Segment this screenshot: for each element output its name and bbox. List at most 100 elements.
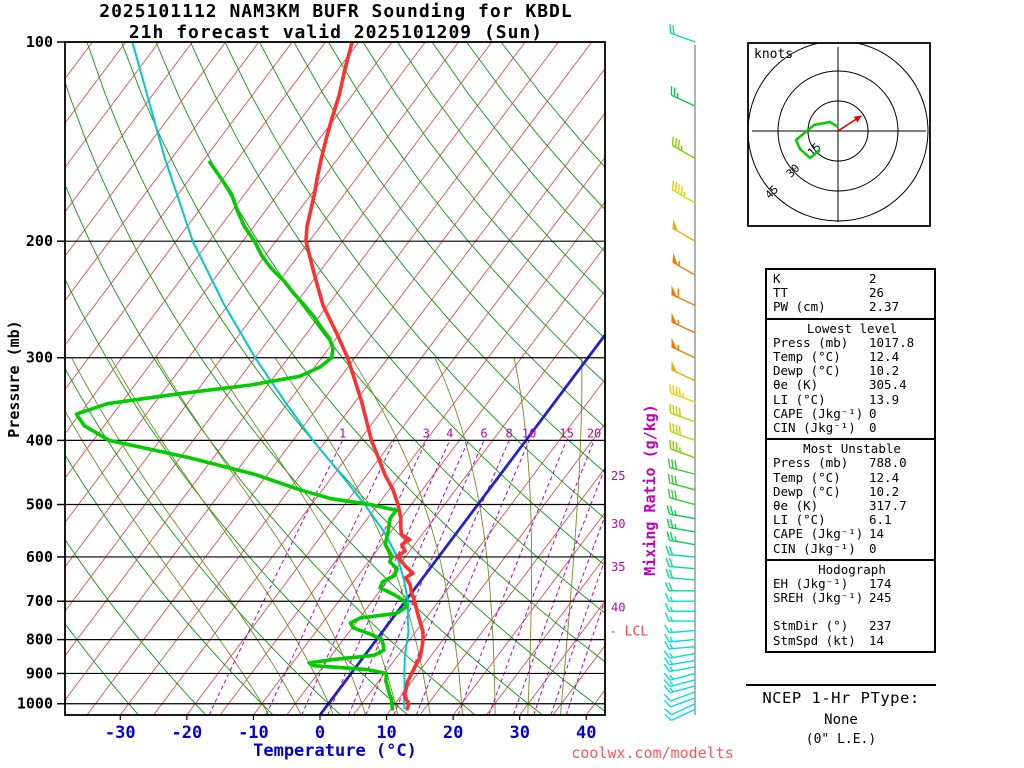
ptype-value: None	[824, 712, 858, 728]
mixing-ratio-axis-label: Mixing Ratio (g/kg)	[641, 404, 659, 576]
dewpoint-curve	[74, 160, 408, 711]
stat-label: LI (°C)	[773, 391, 826, 407]
stat-value: 2.37	[869, 299, 900, 315]
watermark: coolwx.com/modelts	[571, 744, 734, 762]
svg-text:10: 10	[376, 723, 396, 743]
stat-row: Dewp (°C) 10.2	[773, 483, 931, 499]
stats-section: Lowest level Press (mb) 1017.8 Temp (°C) 12.…	[767, 317, 934, 439]
stat-value: 10.2	[869, 483, 900, 499]
svg-text:4: 4	[446, 426, 453, 440]
stat-value: 14	[869, 632, 885, 648]
temperature-curve	[304, 42, 425, 711]
skewt-background	[65, 42, 605, 715]
svg-text:200: 200	[26, 232, 53, 250]
chart-title-line1: 2025101112 NAM3KM BUFR Sounding for KBDL	[99, 1, 573, 22]
stats-section-title: Lowest level	[806, 320, 898, 336]
stat-label: K	[773, 271, 781, 286]
parcel-curve	[131, 42, 410, 709]
svg-text:300: 300	[26, 349, 53, 367]
svg-text:400: 400	[26, 431, 53, 449]
chart-title-line2: 21h forecast valid 2025101209 (Sun)	[128, 22, 544, 43]
stat-row: LI (°C) 6.1	[773, 513, 931, 527]
stat-row: θe (K) 305.4	[773, 378, 931, 392]
svg-text:1: 1	[339, 426, 346, 440]
stat-row: CAPE (Jkg⁻¹) 14	[773, 527, 931, 541]
temperature-axis-label: Temperature (°C)	[253, 741, 417, 761]
svg-text:30: 30	[509, 723, 529, 743]
stats-panel: K 2 TT 26 PW (cm) 2.37 Lowest level Press (mb) 1…	[765, 268, 936, 653]
stat-row: θe (K) 317.7	[773, 498, 931, 514]
stat-value: 788.0	[869, 455, 907, 471]
stat-value: 12.4	[869, 469, 900, 485]
stat-label: CAPE (Jkg⁻¹)	[773, 405, 864, 421]
svg-text:3: 3	[423, 426, 430, 440]
stats-section: Most Unstable Press (mb) 788.0 Temp (°C) 12.…	[767, 438, 934, 559]
stats-section-title: Hodograph	[818, 561, 886, 577]
sounding-profiles	[74, 42, 425, 711]
stats-section: K 2 TT 26 PW (cm) 2.37	[767, 270, 934, 318]
stat-row: LI (°C) 13.9	[773, 391, 931, 407]
hodograph-trace	[794, 120, 839, 160]
svg-text:10: 10	[522, 426, 536, 440]
svg-text:8: 8	[506, 426, 513, 440]
stat-value: 0	[869, 405, 877, 421]
svg-text:40: 40	[611, 601, 625, 615]
stat-row: SREH (Jkg⁻¹) 245	[773, 591, 931, 605]
wind-barb-column	[663, 24, 696, 722]
stat-label: CIN (Jkg⁻¹)	[773, 420, 856, 436]
stat-row: StmSpd (kt) 14	[773, 632, 931, 648]
stat-value: 6.1	[869, 512, 892, 528]
stat-label: CIN (Jkg⁻¹)	[773, 540, 856, 556]
pressure-axis-label: Pressure (mb)	[5, 320, 23, 438]
stat-label: Dewp (°C)	[773, 363, 841, 379]
stat-value: 13.9	[869, 391, 900, 407]
stat-label: θe (K)	[773, 377, 819, 393]
stat-value: 14	[869, 526, 885, 542]
stat-label: θe (K)	[773, 498, 819, 514]
stat-value: 1017.8	[869, 334, 915, 350]
stat-row: CIN (Jkg⁻¹) 0	[773, 540, 931, 556]
stat-label: EH (Jkg⁻¹)	[773, 576, 849, 592]
stat-row: TT 26	[773, 286, 931, 300]
stat-row: PW (cm) 2.37	[773, 300, 931, 314]
stat-row: StmDir (°) 237	[773, 619, 931, 633]
ptype-detail: (0" L.E.)	[805, 732, 877, 747]
svg-text:-10: -10	[238, 723, 269, 743]
stat-label: StmDir (°)	[773, 618, 849, 634]
svg-text:25: 25	[611, 469, 625, 483]
svg-text:100: 100	[26, 33, 53, 51]
svg-text:1000: 1000	[17, 695, 53, 713]
stat-label: Temp (°C)	[773, 469, 841, 485]
stat-value: 0	[869, 540, 877, 556]
stat-label: CAPE (Jkg⁻¹)	[773, 526, 864, 542]
svg-text:900: 900	[26, 664, 53, 682]
stats-section-title: Most Unstable	[803, 441, 901, 457]
svg-text:35: 35	[611, 560, 625, 574]
svg-text:0: 0	[315, 723, 325, 743]
stat-row: Temp (°C) 12.4	[773, 469, 931, 485]
stat-row: Press (mb) 788.0	[773, 456, 931, 470]
svg-text:20: 20	[443, 723, 463, 743]
stat-row: EH (Jkg⁻¹) 174	[773, 576, 931, 592]
stat-label: Dewp (°C)	[773, 483, 841, 499]
stats-section: Hodograph EH (Jkg⁻¹) 174 SREH (Jkg⁻¹) 245 Stm…	[767, 558, 934, 651]
svg-text:15: 15	[559, 426, 573, 440]
stat-row: CIN (Jkg⁻¹) 0	[773, 420, 931, 436]
svg-text:-30: -30	[105, 723, 136, 743]
stat-value: 0	[869, 420, 877, 436]
svg-text:-20: -20	[172, 723, 203, 743]
stat-row: Press (mb) 1017.8	[773, 334, 931, 350]
stat-value: 10.2	[869, 363, 900, 379]
svg-text:30: 30	[611, 517, 625, 531]
ptype-heading: NCEP 1-Hr PType:	[762, 689, 920, 707]
stat-label: Press (mb)	[773, 334, 849, 350]
ptype-block: NCEP 1-Hr PType: None (0" L.E.)	[746, 684, 936, 747]
stat-row: Dewp (°C) 10.2	[773, 364, 931, 378]
stat-label: PW (cm)	[773, 299, 826, 315]
stat-row: CAPE (Jkg⁻¹) 0	[773, 405, 931, 421]
